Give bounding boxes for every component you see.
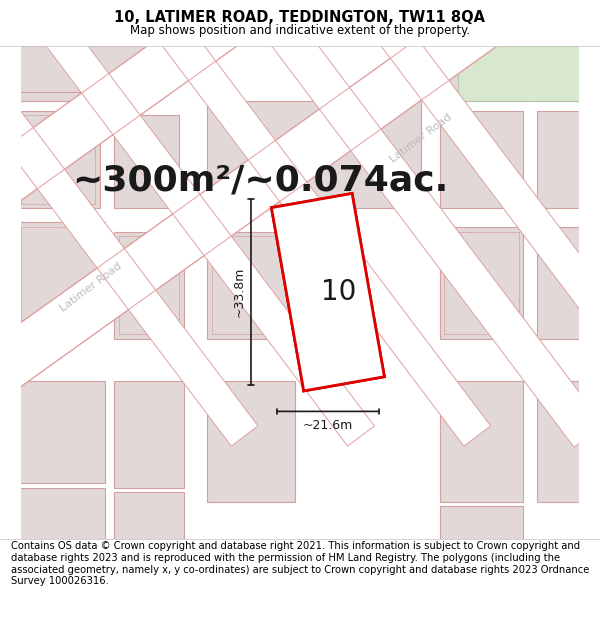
Polygon shape	[440, 381, 523, 501]
Polygon shape	[347, 0, 600, 446]
Text: ~33.8m: ~33.8m	[232, 267, 245, 318]
Polygon shape	[440, 506, 523, 539]
Polygon shape	[271, 194, 385, 391]
Polygon shape	[16, 222, 104, 325]
Polygon shape	[0, 0, 258, 446]
Text: Contains OS data © Crown copyright and database right 2021. This information is : Contains OS data © Crown copyright and d…	[11, 541, 589, 586]
Text: ~21.6m: ~21.6m	[303, 419, 353, 432]
Text: 10: 10	[322, 278, 357, 306]
Polygon shape	[440, 46, 523, 101]
Polygon shape	[16, 46, 104, 101]
Polygon shape	[11, 0, 374, 446]
Polygon shape	[21, 116, 95, 204]
Polygon shape	[114, 492, 184, 539]
Polygon shape	[440, 111, 523, 209]
Polygon shape	[16, 488, 104, 539]
Polygon shape	[444, 232, 518, 334]
Polygon shape	[207, 232, 295, 339]
Polygon shape	[537, 227, 584, 339]
Polygon shape	[114, 232, 184, 339]
Polygon shape	[458, 46, 584, 101]
Polygon shape	[114, 101, 179, 209]
Polygon shape	[212, 236, 290, 334]
Polygon shape	[114, 381, 184, 488]
Text: Latimer Road: Latimer Road	[58, 261, 124, 314]
Polygon shape	[537, 111, 584, 209]
Polygon shape	[128, 0, 491, 446]
Text: Latimer Road: Latimer Road	[388, 112, 454, 165]
Polygon shape	[440, 227, 523, 339]
Polygon shape	[238, 0, 600, 448]
Polygon shape	[0, 0, 600, 416]
Text: Map shows position and indicative extent of the property.: Map shows position and indicative extent…	[130, 24, 470, 38]
Polygon shape	[119, 236, 179, 334]
Polygon shape	[271, 194, 385, 391]
Polygon shape	[21, 227, 100, 320]
Polygon shape	[0, 0, 600, 229]
Polygon shape	[207, 381, 295, 501]
Polygon shape	[207, 101, 421, 209]
Polygon shape	[537, 46, 584, 101]
Polygon shape	[16, 111, 100, 209]
Text: 10, LATIMER ROAD, TEDDINGTON, TW11 8QA: 10, LATIMER ROAD, TEDDINGTON, TW11 8QA	[115, 10, 485, 25]
Polygon shape	[16, 381, 104, 483]
Polygon shape	[537, 381, 584, 501]
Text: ~300m²/~0.074ac.: ~300m²/~0.074ac.	[72, 164, 448, 198]
Polygon shape	[16, 46, 142, 92]
